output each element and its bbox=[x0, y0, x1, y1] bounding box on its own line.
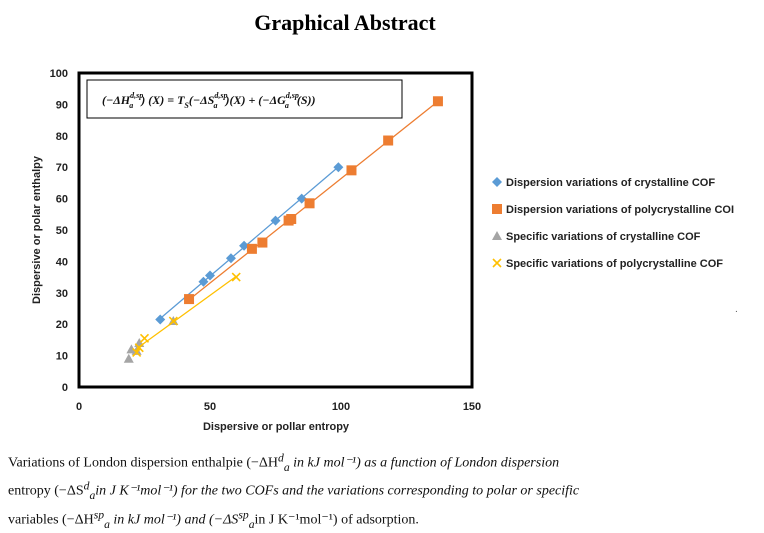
data-point bbox=[296, 193, 307, 204]
y-tick-label: 70 bbox=[56, 162, 68, 174]
series-layer bbox=[123, 96, 443, 363]
scatter-chart: 0 50 100 150 0 10 20 30 40 50 60 70 80 90 100 Dispers… bbox=[31, 68, 734, 433]
equation-box bbox=[86, 79, 403, 119]
legend-item-1: Dispersion variations of crystalline COF bbox=[492, 177, 715, 189]
data-point bbox=[132, 347, 142, 358]
data-point bbox=[205, 270, 215, 281]
legend-label: Dispersion variations of crystalline COF bbox=[506, 177, 715, 189]
stray-dot: . bbox=[735, 304, 738, 315]
y-tick-label: 50 bbox=[56, 225, 68, 237]
legend-label: Specific variations of polycrystalline C… bbox=[506, 258, 723, 270]
x-tick-label: 150 bbox=[463, 401, 481, 413]
data-point bbox=[246, 243, 257, 254]
data-point bbox=[346, 165, 357, 176]
data-point bbox=[134, 343, 144, 353]
y-tick-label: 10 bbox=[56, 351, 68, 363]
legend-marker bbox=[492, 204, 502, 214]
y-tick-label: 90 bbox=[56, 99, 68, 111]
data-point bbox=[239, 240, 250, 251]
y-tick-label: 80 bbox=[56, 131, 68, 143]
data-point bbox=[333, 162, 344, 173]
legend-item-2: Dispersion variations of polycrystalline… bbox=[492, 204, 734, 216]
trendline-1 bbox=[159, 166, 339, 319]
y-tick-labels: 0 10 20 30 40 50 60 70 80 90 100 bbox=[50, 68, 68, 394]
series-1 bbox=[155, 162, 344, 325]
data-point bbox=[257, 237, 268, 248]
data-point bbox=[304, 198, 315, 209]
caption-line-2: entropy (−ΔSdain J K⁻¹mol⁻¹) for the two… bbox=[8, 479, 580, 502]
series-2 bbox=[184, 96, 443, 305]
caption-line-1: Variations of London dispersion enthalpi… bbox=[8, 451, 560, 474]
data-point bbox=[286, 214, 297, 225]
series-4 bbox=[132, 272, 241, 358]
data-point bbox=[139, 333, 150, 343]
data-point bbox=[155, 314, 166, 325]
legend-item-3: Specific variations of crystalline COF bbox=[492, 231, 701, 243]
data-point bbox=[168, 316, 178, 326]
equation-text: (−ΔHd,sp a) (X) = TS(−ΔSd,sp a)(X) + (−ΔGd… bbox=[102, 91, 316, 110]
y-tick-label: 100 bbox=[50, 68, 68, 80]
data-point bbox=[184, 294, 195, 305]
data-point bbox=[123, 353, 134, 363]
y-tick-label: 20 bbox=[56, 319, 68, 331]
data-point bbox=[383, 135, 394, 146]
data-point bbox=[270, 215, 281, 226]
y-tick-label: 30 bbox=[56, 288, 68, 300]
y-tick-label: 60 bbox=[56, 194, 68, 206]
legend-label: Dispersion variations of polycrystalline… bbox=[506, 204, 734, 216]
x-tick-label: 50 bbox=[204, 401, 216, 413]
data-point bbox=[432, 96, 443, 107]
x-tick-labels: 0 50 100 150 bbox=[76, 401, 481, 413]
legend-marker bbox=[492, 231, 502, 240]
legend-label: Specific variations of crystalline COF bbox=[506, 231, 701, 243]
x-tick-label: 0 bbox=[76, 401, 82, 413]
data-point bbox=[198, 276, 209, 287]
series-3 bbox=[123, 316, 179, 363]
legend-marker bbox=[492, 258, 502, 268]
y-tick-label: 0 bbox=[62, 382, 68, 394]
x-axis-label: Dispersive or pollar entropy bbox=[203, 421, 350, 433]
plot-area-border bbox=[77, 71, 474, 389]
legend: Dispersion variations of crystalline COF… bbox=[492, 177, 734, 270]
page-title: Graphical Abstract bbox=[254, 10, 436, 35]
y-tick-label: 40 bbox=[56, 256, 68, 268]
data-point bbox=[225, 253, 236, 264]
legend-marker bbox=[492, 177, 502, 187]
trendline-4 bbox=[136, 275, 237, 350]
caption-line-3: variables (−ΔHspa in kJ mol⁻¹) and (−ΔSs… bbox=[8, 507, 419, 531]
x-tick-label: 100 bbox=[332, 401, 350, 413]
data-point bbox=[231, 272, 241, 282]
y-axis-label: Dispersive or polar enthalpy bbox=[31, 155, 43, 304]
figure-caption: Variations of London dispersion enthalpi… bbox=[8, 448, 708, 533]
legend-item-4: Specific variations of polycrystalline C… bbox=[492, 258, 723, 270]
